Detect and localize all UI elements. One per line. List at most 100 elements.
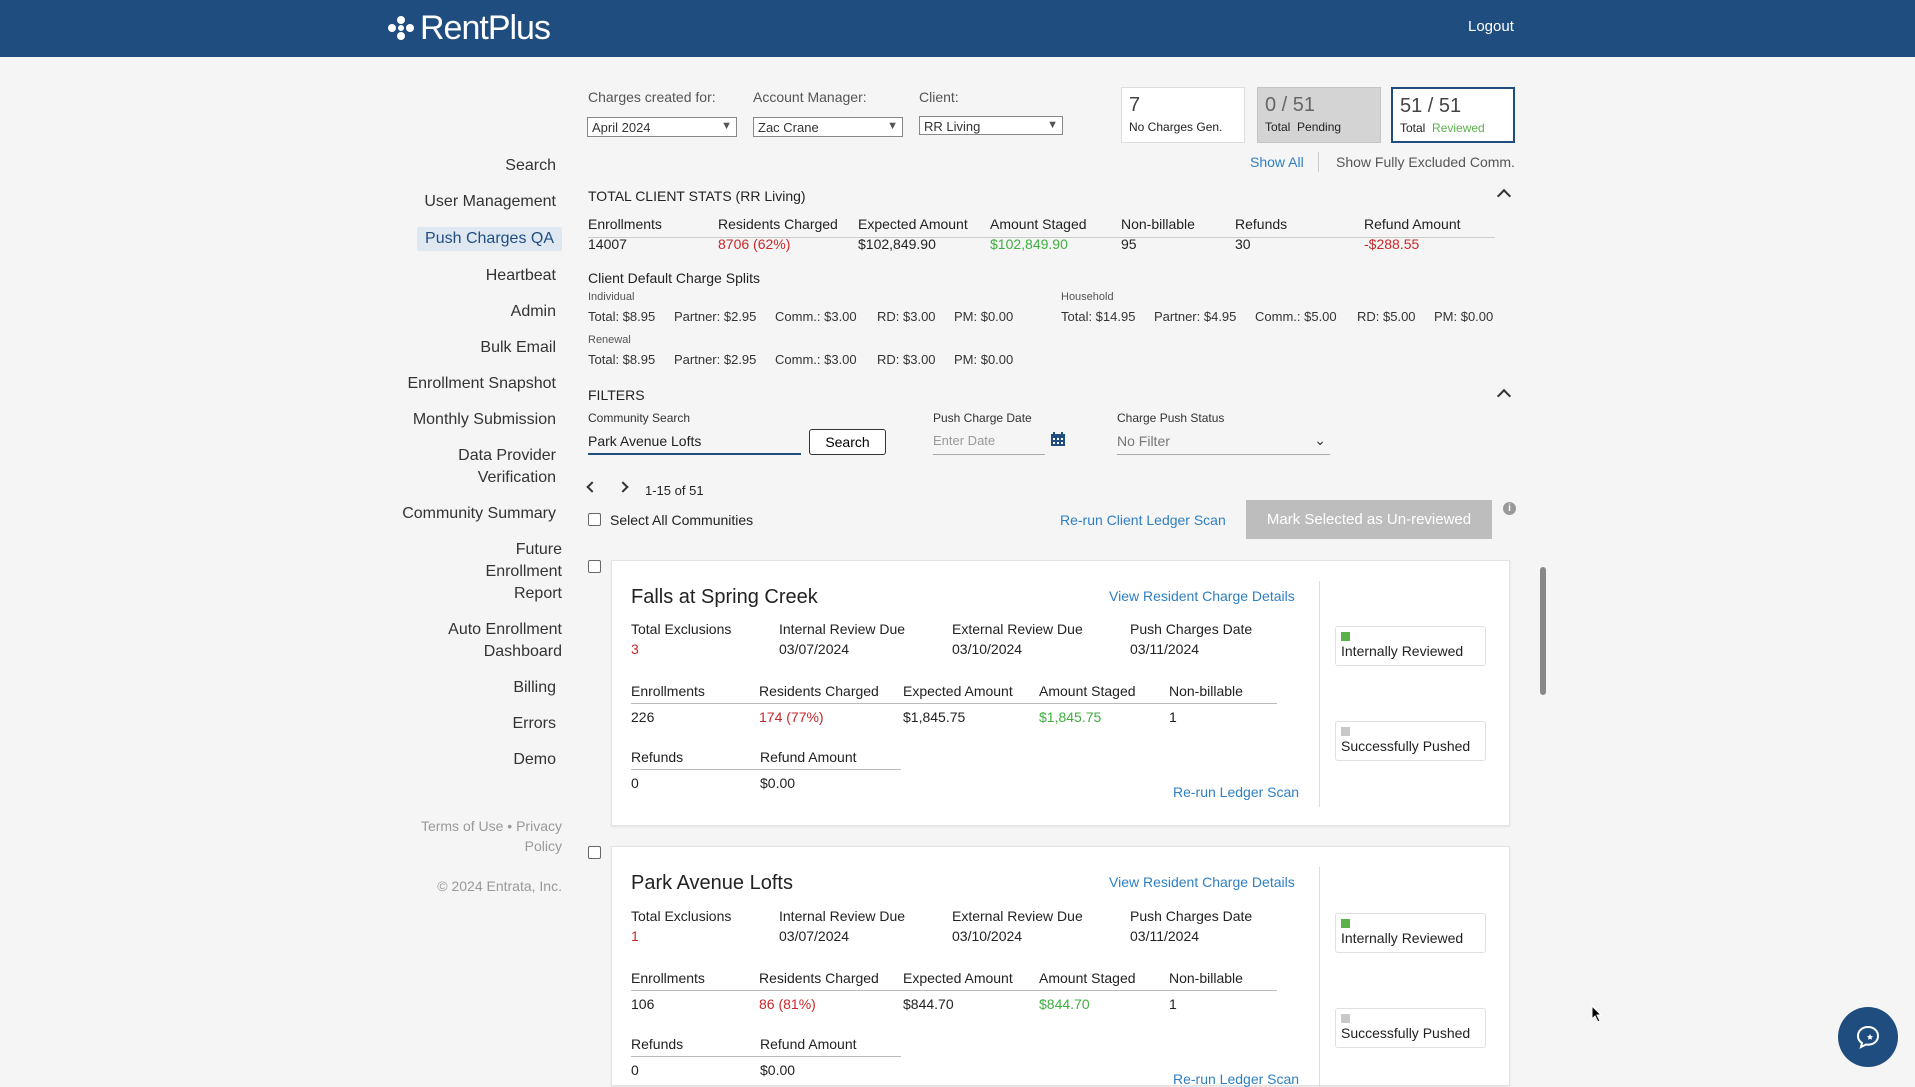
sidebar-item-bulk-email[interactable]: Bulk Email [480, 339, 556, 356]
sidebar-item-auto-enrollment-dashboard[interactable]: Auto Enrollment Dashboard [448, 621, 562, 660]
meta-value: 03/10/2024 [952, 928, 1023, 944]
stat-value: $102,849.90 [990, 236, 1068, 252]
split-value: Comm.: $3.00 [775, 352, 857, 367]
refund-value: $0.00 [760, 775, 796, 791]
meta-header: Internal Review Due [779, 621, 906, 637]
charge-push-status-select[interactable]: No Filter ⌄ [1117, 430, 1330, 455]
push-charge-date-input[interactable]: Enter Date [933, 430, 1045, 455]
community-name: Falls at Spring Creek [631, 586, 818, 608]
sidebar-item-demo[interactable]: Demo [513, 751, 556, 768]
stat-value: 14007 [588, 236, 627, 252]
sidebar-item-push-charges-qa[interactable]: Push Charges QA [417, 227, 562, 251]
scrollbar-thumb[interactable] [1540, 567, 1546, 695]
no-charges-box[interactable]: 7 No Charges Gen. [1121, 87, 1245, 143]
logout-link[interactable]: Logout [1468, 18, 1514, 35]
chat-support-button[interactable] [1838, 1007, 1898, 1067]
stat-value: 1 [1169, 709, 1177, 725]
rerun-client-ledger-scan-link[interactable]: Re-run Client Ledger Scan [1060, 512, 1226, 528]
refund-value: 0 [631, 1062, 639, 1078]
reviewed-box[interactable]: 51 / 51 Total Reviewed [1391, 87, 1515, 143]
next-page-icon[interactable] [617, 481, 629, 493]
show-excluded-link[interactable]: Show Fully Excluded Comm. [1336, 154, 1515, 170]
client-stats-title: TOTAL CLIENT STATS (RR Living) [588, 188, 806, 204]
sidebar-item-admin[interactable]: Admin [510, 303, 556, 320]
divider [588, 237, 1495, 238]
card-checkbox[interactable] [588, 560, 601, 573]
divider [631, 703, 1277, 704]
chevron-down-icon: ⌄ [1314, 432, 1326, 448]
status-gray-icon [1341, 727, 1350, 736]
charges-month-select[interactable]: April 2024 ▼ [587, 117, 737, 137]
stat-header: Residents Charged [759, 970, 879, 986]
pending-label: Pending [1297, 120, 1342, 134]
meta-header: Push Charges Date [1130, 908, 1253, 924]
meta-header: External Review Due [952, 621, 1083, 637]
mark-unreviewed-button[interactable]: Mark Selected as Un-reviewed [1246, 500, 1492, 539]
info-icon[interactable]: i [1503, 502, 1516, 515]
account-manager-select[interactable]: Zac Crane ▼ [753, 117, 903, 137]
pending-box[interactable]: 0 / 51 Total Pending [1257, 87, 1381, 143]
push-charge-date-label: Push Charge Date [933, 411, 1032, 425]
split-value: Total: $8.95 [588, 309, 656, 324]
community-card: Park Avenue Lofts View Resident Charge D… [611, 846, 1510, 1087]
meta-value: 3 [631, 641, 639, 657]
sidebar-footer: Terms of Use • Privacy Policy © 2024 Ent… [390, 816, 562, 896]
terms-link[interactable]: Terms of Use [420, 818, 504, 834]
sidebar-item-heartbeat[interactable]: Heartbeat [485, 267, 556, 284]
sidebar-item-search[interactable]: Search [505, 157, 556, 174]
meta-value: 03/11/2024 [1130, 641, 1200, 657]
status-label: Successfully Pushed [1341, 1025, 1471, 1041]
divider [631, 990, 1277, 991]
view-resident-charge-details-link[interactable]: View Resident Charge Details [1109, 588, 1295, 604]
search-button[interactable]: Search [809, 429, 886, 455]
sidebar-item-user-management[interactable]: User Management [424, 193, 556, 210]
sidebar-item-data-provider-verification[interactable]: Data Provider Verification [458, 447, 556, 486]
stat-header: Amount Staged [1039, 683, 1136, 699]
rerun-ledger-scan-link[interactable]: Re-run Ledger Scan [1173, 784, 1300, 800]
stat-header: Expected Amount [903, 970, 1013, 986]
client-stats-table: Enrollments Residents Charged Expected A… [588, 216, 1495, 256]
stat-header: Refund Amount [1364, 216, 1461, 232]
select-all-label[interactable]: Select All Communities [610, 512, 754, 528]
divider [1319, 581, 1320, 807]
stat-header: Amount Staged [1039, 970, 1136, 986]
sidebar-item-billing[interactable]: Billing [513, 679, 556, 696]
refund-header: Refunds [631, 1036, 684, 1052]
stat-value: 226 [631, 709, 655, 725]
stat-value: 30 [1235, 236, 1251, 252]
client-select[interactable]: RR Living ▼ [919, 116, 1063, 135]
split-value: PM: $0.00 [1434, 309, 1494, 324]
stat-value: 86 (81%) [759, 996, 816, 1012]
stat-value: $1,845.75 [903, 709, 966, 725]
sidebar-item-future-enrollment-report[interactable]: Future Enrollment Report [485, 541, 562, 602]
show-all-link[interactable]: Show All [1250, 154, 1304, 170]
calendar-icon[interactable] [1050, 431, 1066, 447]
status-label: Successfully Pushed [1341, 738, 1471, 754]
meta-value: 03/07/2024 [779, 928, 850, 944]
split-value: Comm.: $5.00 [1255, 309, 1337, 324]
stat-header: Expected Amount [903, 683, 1013, 699]
rentplus-logo[interactable]: RentPlus [386, 8, 551, 48]
meta-header: Total Exclusions [631, 908, 732, 924]
collapse-stats-icon[interactable] [1496, 188, 1512, 204]
meta-header: Internal Review Due [779, 908, 906, 924]
select-all-checkbox[interactable] [588, 513, 601, 526]
privacy-link[interactable]: Privacy Policy [516, 818, 562, 854]
sidebar-item-monthly-submission[interactable]: Monthly Submission [412, 411, 556, 428]
splits-individual: Individual Total: $8.95 Partner: $2.95 C… [588, 291, 1028, 325]
community-search-input[interactable]: Park Avenue Lofts [588, 430, 801, 455]
split-value: RD: $3.00 [877, 309, 936, 324]
collapse-filters-icon[interactable] [1496, 388, 1512, 404]
rerun-ledger-scan-link[interactable]: Re-run Ledger Scan [1173, 1071, 1300, 1087]
footer-separator: • [507, 818, 513, 834]
stat-value: 8706 (62%) [718, 236, 791, 252]
prev-page-icon[interactable] [586, 481, 598, 493]
sidebar-item-community-summary[interactable]: Community Summary [402, 505, 556, 522]
stat-header: Refunds [1235, 216, 1288, 232]
split-value: Partner: $2.95 [674, 352, 757, 367]
sidebar-item-enrollment-snapshot[interactable]: Enrollment Snapshot [407, 375, 556, 392]
view-resident-charge-details-link[interactable]: View Resident Charge Details [1109, 874, 1295, 890]
meta-value: 03/11/2024 [1130, 928, 1200, 944]
card-checkbox[interactable] [588, 846, 601, 859]
sidebar-item-errors[interactable]: Errors [512, 715, 556, 732]
